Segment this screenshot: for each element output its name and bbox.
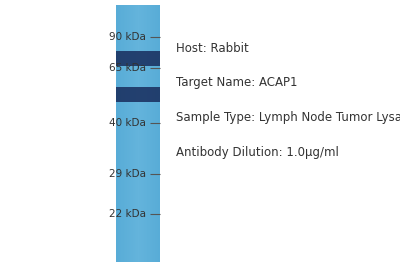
Bar [157, 5, 158, 262]
Bar [127, 5, 128, 262]
Text: 22 kDa: 22 kDa [109, 209, 146, 219]
Bar [151, 5, 152, 262]
Bar [137, 5, 138, 262]
Bar [116, 5, 117, 262]
Bar [131, 5, 132, 262]
Bar [155, 5, 156, 262]
Bar [158, 5, 159, 262]
Bar [141, 5, 142, 262]
Bar [152, 5, 153, 262]
Bar [130, 5, 131, 262]
Bar [147, 5, 148, 262]
Bar [131, 5, 132, 262]
Bar [151, 5, 152, 262]
Bar [152, 5, 153, 262]
Bar [116, 88, 160, 102]
Text: 40 kDa: 40 kDa [109, 118, 146, 128]
Text: Target Name: ACAP1: Target Name: ACAP1 [176, 76, 298, 89]
Bar [129, 5, 130, 262]
Bar [138, 5, 140, 262]
Bar [136, 5, 137, 262]
Bar [142, 5, 143, 262]
Bar [122, 5, 123, 262]
Bar [129, 5, 130, 262]
Bar [149, 5, 150, 262]
Bar [144, 5, 145, 262]
Bar [150, 5, 151, 262]
Bar [145, 5, 146, 262]
Bar [147, 5, 148, 262]
Bar [132, 5, 133, 262]
Bar [118, 5, 119, 262]
Bar [120, 5, 121, 262]
Bar [153, 5, 154, 262]
Bar [128, 5, 129, 262]
Bar [139, 5, 140, 262]
Bar [119, 5, 120, 262]
Bar [154, 5, 155, 262]
Bar [116, 51, 160, 66]
Bar [159, 5, 160, 262]
Bar [148, 5, 149, 262]
Bar [158, 5, 159, 262]
Bar [153, 5, 154, 262]
Bar [140, 5, 141, 262]
Bar [124, 5, 125, 262]
Text: Sample Type: Lymph Node Tumor Lysate: Sample Type: Lymph Node Tumor Lysate [176, 111, 400, 124]
Text: 29 kDa: 29 kDa [109, 168, 146, 179]
Bar [117, 5, 118, 262]
Text: Antibody Dilution: 1.0µg/ml: Antibody Dilution: 1.0µg/ml [176, 146, 339, 159]
Bar [142, 5, 143, 262]
Bar [121, 5, 122, 262]
Bar [123, 5, 124, 262]
Text: 90 kDa: 90 kDa [109, 32, 146, 42]
Bar [138, 5, 139, 262]
Bar [157, 5, 158, 262]
Bar [146, 5, 147, 262]
Bar [148, 5, 150, 262]
Bar [133, 5, 134, 262]
Bar [126, 5, 127, 262]
Text: 65 kDa: 65 kDa [109, 63, 146, 73]
Bar [140, 5, 141, 262]
Bar [119, 5, 120, 262]
Bar [125, 5, 126, 262]
Bar [146, 5, 147, 262]
Bar [124, 5, 125, 262]
Bar [125, 5, 126, 262]
Bar [126, 5, 127, 262]
Text: Host: Rabbit: Host: Rabbit [176, 42, 249, 54]
Bar [130, 5, 131, 262]
Bar [143, 5, 144, 262]
Bar [136, 5, 137, 262]
Bar [116, 5, 118, 262]
Bar [134, 5, 135, 262]
Bar [135, 5, 136, 262]
Bar [122, 5, 124, 262]
Bar [154, 5, 156, 262]
Bar [120, 5, 121, 262]
Bar [141, 5, 142, 262]
Bar [156, 5, 157, 262]
Bar [132, 5, 134, 262]
Bar [135, 5, 136, 262]
Bar [145, 5, 146, 262]
